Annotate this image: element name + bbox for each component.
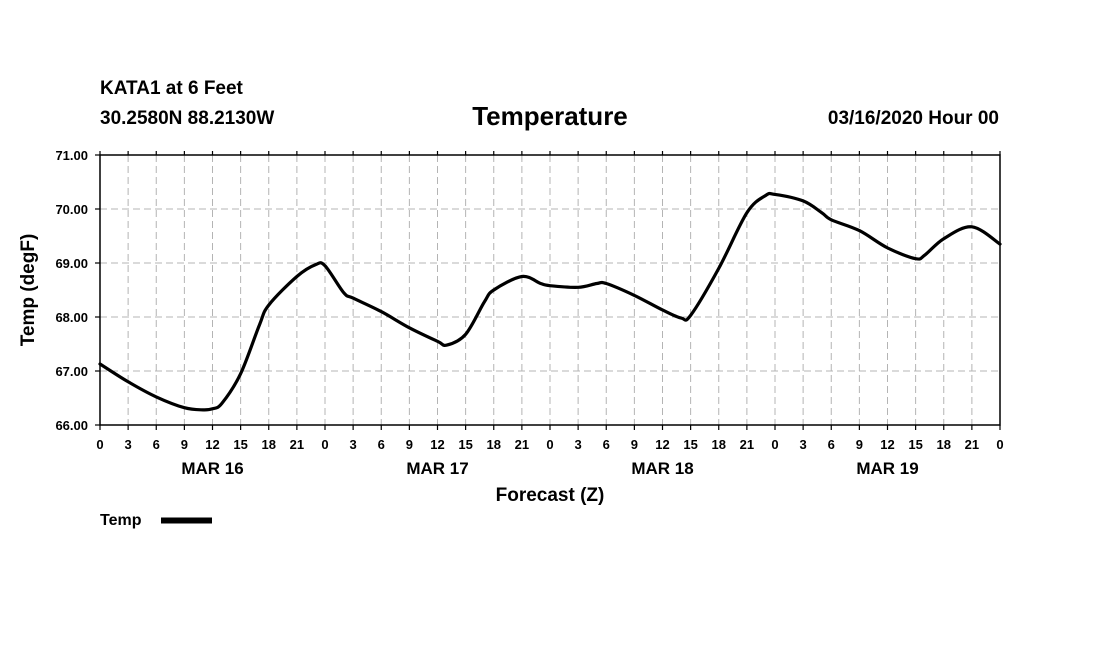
run-time-label: 03/16/2020 Hour 00: [828, 108, 999, 129]
x-tick-label: 0: [996, 437, 1003, 452]
date-label: MAR 16: [181, 459, 243, 478]
x-tick-label: 3: [800, 437, 807, 452]
x-axis-title: Forecast (Z): [496, 485, 605, 506]
x-tick-label: 15: [458, 437, 472, 452]
x-tick-label: 12: [880, 437, 894, 452]
y-tick-label: 68.00: [55, 310, 88, 325]
x-tick-label: 6: [603, 437, 610, 452]
x-tick-label: 21: [515, 437, 529, 452]
x-tick-label: 3: [575, 437, 582, 452]
x-tick-label: 6: [153, 437, 160, 452]
series-line-temp: [98, 191, 1002, 412]
y-tick-label: 67.00: [55, 364, 88, 379]
x-tick-label: 18: [487, 437, 501, 452]
x-axis: 0 3 6 9 12 15 18 21 0 3 6 9 12 15 18 21 0 3 6 9 12 15 18 21 0 3 6 9…: [96, 151, 1004, 452]
legend-label: Temp: [100, 512, 142, 529]
x-tick-label: 9: [181, 437, 188, 452]
date-label: MAR 18: [631, 459, 693, 478]
x-tick-label: 0: [96, 437, 103, 452]
x-tick-label: 15: [683, 437, 697, 452]
x-tick-label: 0: [321, 437, 328, 452]
x-tick-label: 12: [430, 437, 444, 452]
x-tick-label: 9: [856, 437, 863, 452]
x-tick-label: 21: [290, 437, 304, 452]
coords-label: 30.2580N 88.2130W: [100, 108, 274, 129]
y-tick-label: 66.00: [55, 418, 88, 433]
y-axis: 66.00 67.00 68.00 69.00 70.00 71.00: [55, 148, 100, 433]
x-tick-label: 3: [125, 437, 132, 452]
x-tick-label: 3: [350, 437, 357, 452]
x-tick-label: 15: [908, 437, 922, 452]
plot-frame: [99, 154, 1001, 426]
x-tick-label: 0: [771, 437, 778, 452]
date-labels: MAR 16 MAR 17 MAR 18 MAR 19: [181, 459, 918, 478]
date-label: MAR 19: [856, 459, 918, 478]
x-tick-label: 21: [965, 437, 979, 452]
y-tick-label: 71.00: [55, 148, 88, 163]
grid-lines: [100, 155, 1000, 425]
x-tick-label: 6: [378, 437, 385, 452]
series-group: [98, 191, 1002, 412]
x-tick-label: 18: [262, 437, 276, 452]
x-tick-label: 15: [233, 437, 247, 452]
x-tick-label: 9: [406, 437, 413, 452]
x-tick-label: 18: [712, 437, 726, 452]
x-tick-label: 18: [937, 437, 951, 452]
chart-title: Temperature: [472, 101, 628, 131]
x-tick-label: 12: [205, 437, 219, 452]
y-tick-label: 69.00: [55, 256, 88, 271]
y-tick-label: 70.00: [55, 202, 88, 217]
date-label: MAR 17: [406, 459, 468, 478]
y-axis-title: Temp (degF): [18, 234, 39, 347]
x-tick-label: 12: [655, 437, 669, 452]
x-tick-label: 9: [631, 437, 638, 452]
x-tick-label: 21: [740, 437, 754, 452]
station-label: KATA1 at 6 Feet: [100, 78, 244, 99]
x-tick-label: 6: [828, 437, 835, 452]
x-tick-label: 0: [546, 437, 553, 452]
